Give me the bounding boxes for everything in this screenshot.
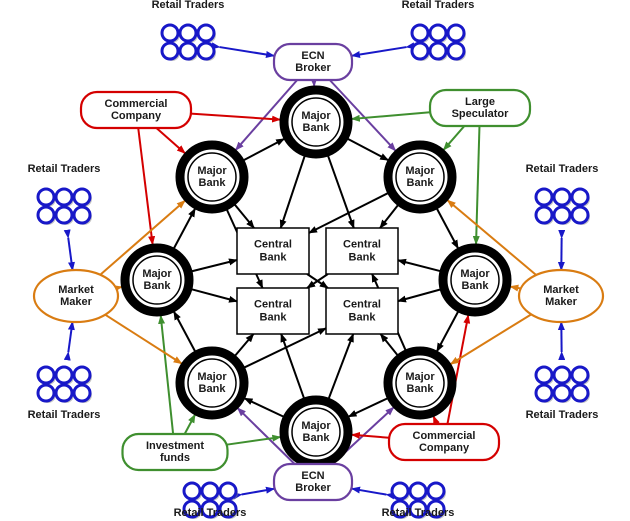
edge-cc_top-mb_nw <box>156 128 185 153</box>
central-bank-label: Bank <box>349 311 377 323</box>
svg-text:Company: Company <box>111 110 162 122</box>
central-bank-label: Central <box>254 238 292 250</box>
retail-traders-label: Retail Traders <box>526 409 599 421</box>
svg-text:Broker: Broker <box>295 482 331 494</box>
major-bank-label: Major <box>301 420 331 432</box>
edge-mb_n-mb_ne <box>348 139 388 160</box>
retail-traders-cluster: Retail Traders <box>402 0 475 61</box>
forex-network-diagram: CentralBankCentralBankCentralBankCentral… <box>0 0 630 521</box>
svg-text:Broker: Broker <box>295 62 331 74</box>
edge-mb_ne-cb2 <box>380 205 398 228</box>
central-bank-label: Central <box>343 298 381 310</box>
edge-if-mb_w <box>161 316 173 434</box>
svg-text:Speculator: Speculator <box>452 108 510 120</box>
svg-text:Company: Company <box>419 442 470 454</box>
major-bank-label: Bank <box>407 383 435 395</box>
central-bank-label: Central <box>254 298 292 310</box>
edge-if-mb_sw <box>185 415 195 434</box>
edge-cc_bot-mb_se <box>434 416 437 424</box>
svg-text:funds: funds <box>160 452 190 464</box>
svg-text:ECN: ECN <box>301 470 324 482</box>
edge-mb_w-mb_nw <box>174 209 195 248</box>
edge-mb_e-cb4 <box>398 290 440 302</box>
retail-traders-cluster: Retail Traders <box>174 483 247 519</box>
edge-ls-mb_ne <box>444 126 465 150</box>
edge-cc_top-mb_w <box>138 128 152 244</box>
major-bank-label: Bank <box>407 177 435 189</box>
retail-traders-label: Retail Traders <box>174 507 247 519</box>
retail-traders-cluster: Retail Traders <box>526 163 599 225</box>
svg-text:Market: Market <box>543 284 579 296</box>
edge-mb_w-cb1 <box>192 260 237 271</box>
retail-traders-cluster: Retail Traders <box>526 367 599 421</box>
edge-mb_ne-mb_e <box>437 209 458 248</box>
edge-mb_w-cb3 <box>192 289 237 301</box>
major-bank-label: Bank <box>199 383 227 395</box>
edge-rt_tr-ecn_top <box>352 47 406 56</box>
svg-text:ECN: ECN <box>301 50 324 62</box>
central-bank-label: Bank <box>260 251 288 263</box>
svg-text:Commercial: Commercial <box>413 430 476 442</box>
retail-traders-label: Retail Traders <box>28 409 101 421</box>
edge-mb_nw-cb1 <box>235 205 254 228</box>
edge-mb_s-mb_sw <box>245 398 284 416</box>
edge-rt_ml_top-mm_l <box>68 238 72 270</box>
edge-rt_ml_bot-mm_l <box>68 322 72 352</box>
retail-traders-label: Retail Traders <box>526 163 599 175</box>
edge-mb_s-cb4 <box>329 334 353 398</box>
svg-text:Commercial: Commercial <box>105 98 168 110</box>
edge-mm_r-mb_e <box>510 287 520 289</box>
central-bank-label: Central <box>343 238 381 250</box>
svg-text:Market: Market <box>58 284 94 296</box>
major-bank-label: Major <box>301 110 331 122</box>
retail-traders-label: Retail Traders <box>28 163 101 175</box>
edge-mb_se-mb_s <box>349 398 388 416</box>
svg-text:Maker: Maker <box>545 296 578 308</box>
edge-mb_ne-cb1 <box>309 193 388 233</box>
edge-mb_n-cb1 <box>281 156 305 228</box>
edge-mb_e-cb2 <box>398 260 440 271</box>
major-bank-label: Major <box>405 371 435 383</box>
major-bank-label: Major <box>460 268 490 280</box>
retail-traders-cluster: Retail Traders <box>382 483 455 519</box>
edge-mb_nw-mb_n <box>244 139 284 160</box>
edge-rt_tl-ecn_top <box>220 47 274 56</box>
central-bank-label: Bank <box>349 251 377 263</box>
retail-traders-cluster: Retail Traders <box>152 0 225 61</box>
major-bank-label: Bank <box>303 432 331 444</box>
svg-text:Maker: Maker <box>60 296 93 308</box>
major-bank-label: Bank <box>462 280 490 292</box>
major-bank-label: Major <box>142 268 172 280</box>
retail-traders-label: Retail Traders <box>152 0 225 11</box>
retail-traders-label: Retail Traders <box>382 507 455 519</box>
retail-traders-cluster: Retail Traders <box>28 163 101 225</box>
retail-traders-label: Retail Traders <box>402 0 475 11</box>
edge-mb_se-cb4 <box>381 334 398 355</box>
retail-traders-cluster: Retail Traders <box>28 367 101 421</box>
major-bank-label: Major <box>197 371 227 383</box>
major-bank-label: Bank <box>144 280 172 292</box>
edge-mb_e-mb_se <box>437 312 458 351</box>
edge-mm_l-mb_sw <box>105 315 181 364</box>
major-bank-label: Bank <box>199 177 227 189</box>
edge-cc_bot-mb_s <box>352 435 389 438</box>
edge-rt_br-ecn_bot <box>352 489 386 495</box>
svg-text:Large: Large <box>465 96 495 108</box>
edge-rt_bl-ecn_bot <box>242 489 274 495</box>
major-bank-label: Major <box>197 165 227 177</box>
major-bank-label: Major <box>405 165 435 177</box>
major-bank-label: Bank <box>303 122 331 134</box>
edge-mb_sw-cb3 <box>235 334 253 356</box>
svg-text:Investment: Investment <box>146 440 204 452</box>
edge-mb_sw-mb_w <box>174 312 195 351</box>
central-bank-label: Bank <box>260 311 288 323</box>
